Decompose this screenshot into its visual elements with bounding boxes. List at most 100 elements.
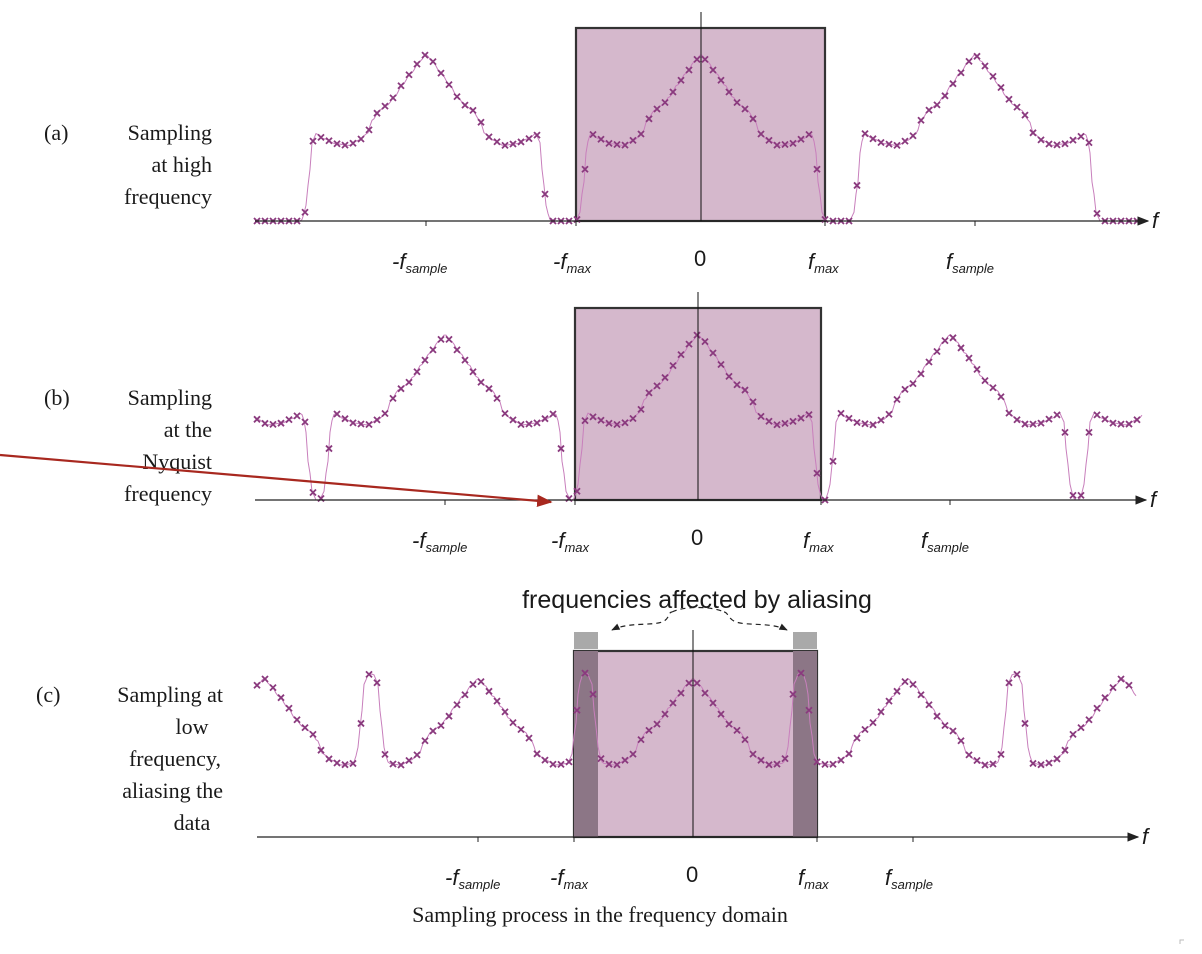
- sample-marker: [1021, 420, 1029, 428]
- sample-marker: [533, 750, 541, 758]
- sample-marker: [885, 140, 893, 148]
- sample-marker: [493, 138, 501, 146]
- sample-marker: [325, 137, 333, 145]
- passband-box-c: [572, 649, 819, 839]
- spectrum-b: [253, 331, 1143, 504]
- figure-caption: Sampling process in the frequency domain: [412, 902, 788, 927]
- sample-marker: [981, 761, 989, 769]
- sample-marker: [357, 135, 365, 143]
- sample-marker: [869, 421, 877, 429]
- sample-marker: [741, 386, 749, 394]
- sample-marker: [261, 675, 269, 683]
- alias-cap-left: [574, 632, 598, 649]
- sample-marker: [893, 687, 901, 695]
- sample-marker: [909, 680, 917, 688]
- sample-marker: [573, 487, 581, 495]
- sample-marker: [389, 94, 397, 102]
- panel-b-label-line-2: at the: [164, 417, 212, 442]
- sample-marker: [1093, 411, 1101, 419]
- sample-marker: [253, 681, 261, 689]
- sample-marker: [949, 727, 957, 735]
- sample-marker: [341, 761, 349, 769]
- sample-marker: [997, 83, 1005, 92]
- sample-marker: [701, 689, 709, 697]
- sample-marker: [549, 410, 557, 418]
- sample-marker: [509, 140, 517, 148]
- sample-marker: [405, 71, 413, 79]
- sample-marker: [941, 92, 949, 100]
- sample-marker: [709, 349, 717, 357]
- sample-marker: [581, 165, 589, 173]
- sample-marker: [597, 755, 605, 763]
- sample-marker: [893, 141, 901, 150]
- sample-marker: [1109, 683, 1117, 692]
- panel-b-label-line-4: frequency: [124, 481, 212, 506]
- sample-marker: [389, 394, 397, 403]
- tick-c-neg-fsample: -fsample: [445, 865, 500, 892]
- tick-c-fmax: fmax: [798, 865, 829, 892]
- sample-marker: [853, 181, 861, 190]
- sample-marker: [669, 88, 677, 96]
- sample-marker: [965, 354, 973, 362]
- aliasing-bracket-left: [611, 611, 673, 631]
- sample-marker: [317, 746, 325, 754]
- sample-marker: [981, 62, 989, 70]
- panel-a: f -fsample -fmax 0 fmax fsample (a) Samp…: [44, 12, 1161, 276]
- sample-marker: [701, 337, 709, 346]
- sample-marker: [917, 370, 925, 378]
- sample-marker: [997, 393, 1005, 401]
- sample-marker: [1061, 140, 1069, 148]
- sample-marker: [1037, 761, 1045, 769]
- sample-marker: [581, 669, 589, 677]
- sample-marker: [957, 344, 965, 352]
- sample-marker: [541, 756, 549, 764]
- sample-marker: [845, 750, 853, 758]
- sample-marker: [861, 725, 869, 734]
- tick-c-zero: 0: [686, 862, 698, 887]
- panel-a-prefix: (a): [44, 120, 68, 145]
- sample-marker: [381, 750, 389, 758]
- sample-marker: [413, 60, 421, 68]
- sample-marker: [1045, 759, 1053, 767]
- sample-marker: [469, 680, 477, 688]
- sample-marker: [613, 761, 621, 769]
- sample-marker: [1085, 428, 1093, 436]
- sample-marker: [869, 135, 877, 143]
- sample-marker: [685, 340, 693, 348]
- sample-marker: [413, 368, 421, 376]
- sample-marker: [509, 416, 517, 424]
- sample-marker: [605, 419, 613, 427]
- sample-marker: [877, 138, 885, 147]
- sample-marker: [445, 335, 453, 344]
- sample-marker: [549, 760, 557, 768]
- sample-marker: [1117, 420, 1125, 428]
- sample-marker: [517, 725, 525, 734]
- sample-marker: [373, 109, 381, 117]
- sample-marker: [269, 683, 277, 692]
- sample-marker: [557, 444, 565, 453]
- sample-marker: [621, 756, 629, 764]
- sample-marker: [1133, 416, 1141, 424]
- sample-marker: [645, 389, 653, 397]
- sample-marker: [805, 706, 813, 714]
- aliasing-annotation: frequencies affected by aliasing: [522, 586, 872, 631]
- sample-marker: [861, 420, 869, 428]
- sample-marker: [581, 417, 589, 425]
- sample-marker: [621, 419, 629, 427]
- panel-b-prefix: (b): [44, 385, 70, 410]
- panel-c-label-line-2: low: [176, 714, 209, 739]
- sample-marker: [757, 412, 765, 420]
- sample-marker: [1101, 415, 1109, 423]
- sample-marker: [933, 712, 941, 720]
- sample-marker: [565, 758, 573, 766]
- sample-marker: [437, 69, 445, 77]
- sample-marker: [813, 469, 821, 477]
- sample-marker: [1045, 415, 1053, 423]
- sample-marker: [589, 130, 597, 139]
- sample-marker: [1085, 138, 1093, 147]
- panel-a-label-line-2: at high: [152, 152, 213, 177]
- sample-marker: [405, 756, 413, 765]
- sample-marker: [853, 418, 861, 427]
- axis-letter-b: f: [1150, 487, 1159, 512]
- sample-marker: [661, 710, 669, 718]
